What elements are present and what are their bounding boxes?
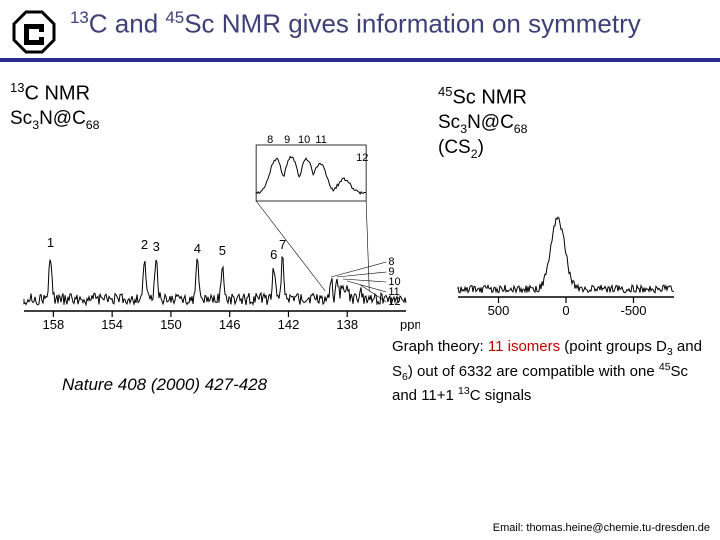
- svg-text:6: 6: [270, 247, 277, 262]
- svg-text:11: 11: [315, 134, 326, 146]
- svg-text:2: 2: [141, 237, 148, 252]
- svg-text:8: 8: [267, 134, 273, 146]
- svg-text:ppm: ppm: [553, 317, 578, 321]
- sc45-title: 45Sc NMR: [438, 84, 698, 110]
- c13-subtitle: Sc3N@C68: [10, 108, 430, 132]
- sc45-solvent: (CS2): [438, 137, 698, 161]
- sc45-spectrum: 500 0 -500 ppm: [438, 161, 688, 321]
- svg-text:138: 138: [336, 317, 358, 331]
- email-text: Email: thomas.heine@chemie.tu-dresden.de: [493, 522, 710, 534]
- svg-text:9: 9: [284, 134, 290, 146]
- svg-text:0: 0: [562, 303, 569, 318]
- svg-text:12: 12: [356, 152, 368, 164]
- citation-text: Nature 408 (2000) 427-428: [12, 337, 382, 395]
- svg-text:12: 12: [388, 296, 400, 308]
- graph-theory-text: Graph theory: 11 isomers (point groups D…: [382, 337, 708, 406]
- slide-title: 13C and 45Sc NMR gives information on sy…: [70, 8, 641, 40]
- c13-title: 13C NMR: [10, 80, 430, 106]
- svg-text:500: 500: [488, 303, 510, 318]
- svg-text:150: 150: [160, 317, 182, 331]
- svg-text:10: 10: [298, 134, 310, 146]
- svg-text:154: 154: [101, 317, 123, 331]
- svg-text:1: 1: [47, 235, 54, 250]
- slide-header: 13C and 45Sc NMR gives information on sy…: [0, 0, 720, 62]
- svg-text:146: 146: [219, 317, 241, 331]
- sc45-subtitle: Sc3N@C68: [438, 112, 698, 136]
- svg-text:3: 3: [153, 239, 160, 254]
- sc45-panel: 45Sc NMR Sc3N@C68 (CS2) 500 0 -500 ppm: [438, 80, 698, 331]
- svg-text:ppm: ppm: [400, 317, 420, 331]
- footer-row: Nature 408 (2000) 427-428 Graph theory: …: [0, 331, 720, 406]
- c13-spectrum: 123456789101112158154150146142138ppm8910…: [10, 131, 420, 331]
- svg-text:158: 158: [43, 317, 65, 331]
- spectra-row: 13C NMR Sc3N@C68 12345678910111215815415…: [0, 62, 720, 331]
- svg-text:-500: -500: [620, 303, 646, 318]
- svg-text:142: 142: [278, 317, 300, 331]
- c13-panel: 13C NMR Sc3N@C68 12345678910111215815415…: [10, 80, 430, 331]
- svg-text:4: 4: [194, 241, 201, 256]
- svg-text:5: 5: [219, 243, 226, 258]
- institution-logo: [12, 10, 56, 54]
